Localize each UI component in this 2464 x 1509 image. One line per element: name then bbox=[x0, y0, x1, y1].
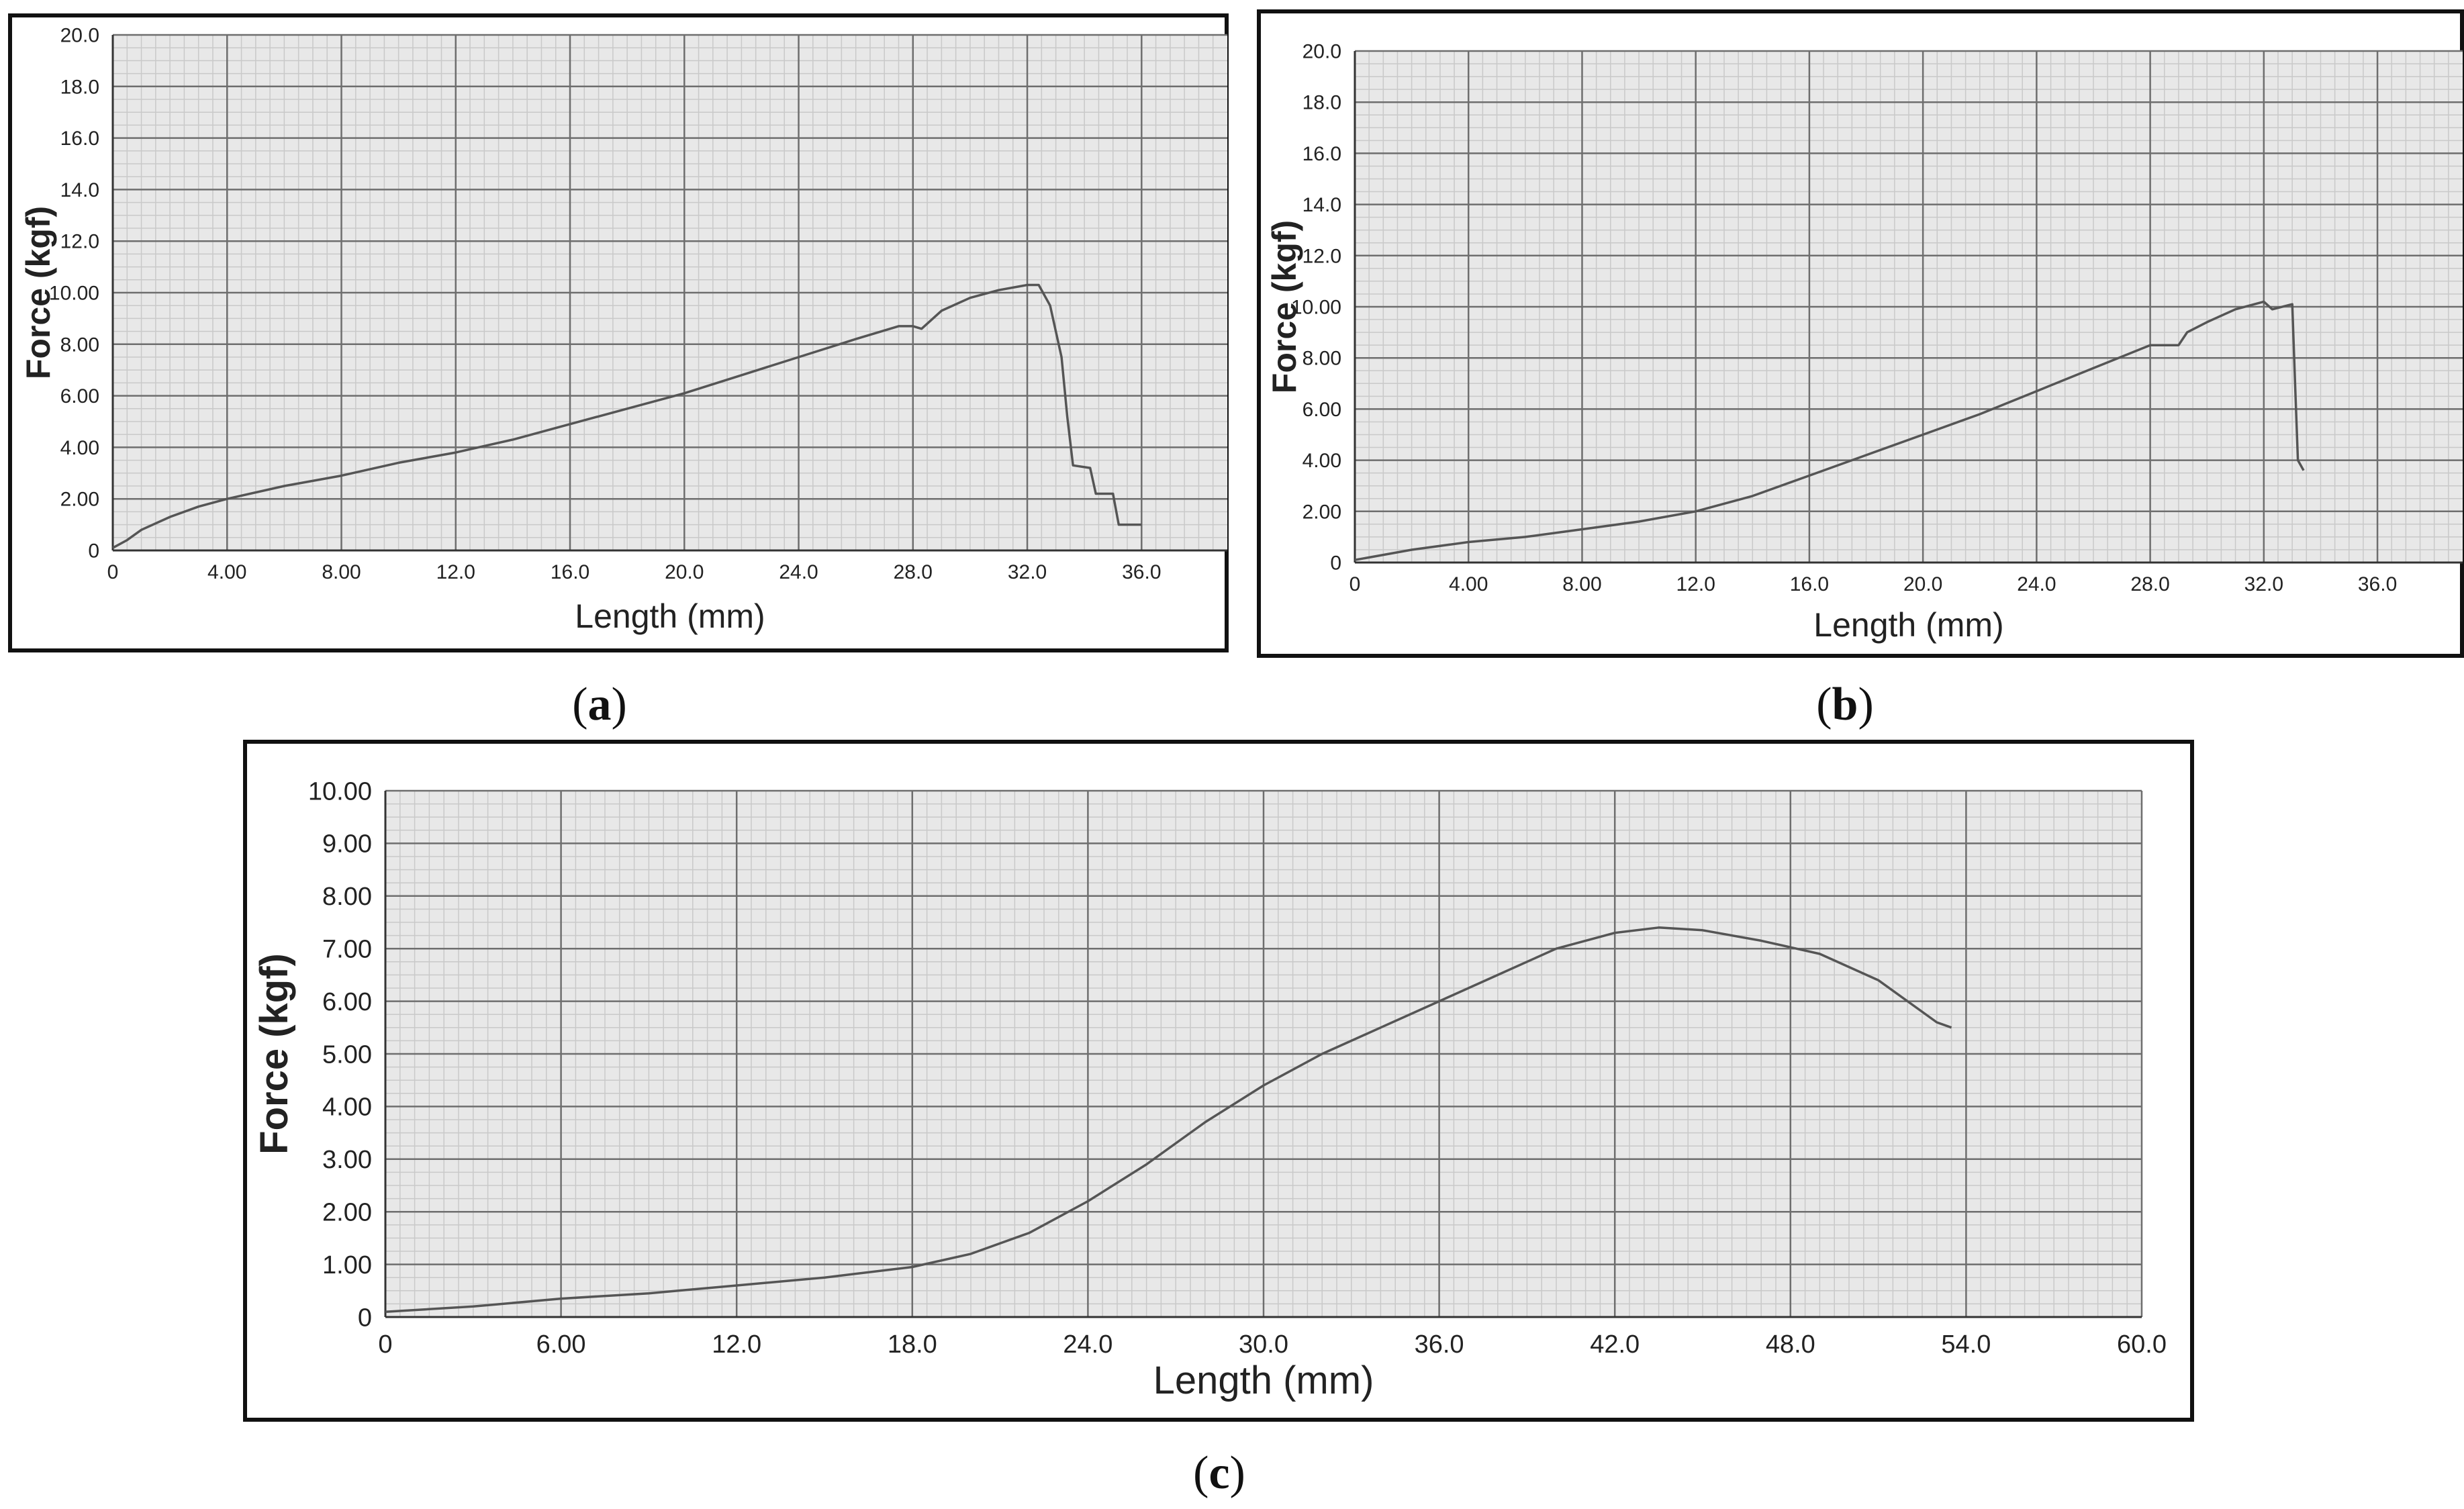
x-tick-label: 32.0 bbox=[2244, 573, 2283, 595]
caption-a: (a) bbox=[572, 679, 627, 730]
chart-group-c: 0 1.00 2.00 3.00 4.00 5.00 6.00 7.00 8.00 9.00 10.… bbox=[252, 777, 2167, 1402]
y-tick-label: 10.00 bbox=[1291, 297, 1341, 319]
y-tick-label: 8.00 bbox=[322, 883, 372, 911]
y-tick-label: 4.00 bbox=[1302, 450, 1341, 472]
x-tick-label: 8.00 bbox=[322, 561, 361, 583]
y-tick-label: 12.0 bbox=[60, 231, 99, 253]
x-axis-label: Length (mm) bbox=[1813, 606, 2003, 644]
y-tick-label: 16.0 bbox=[1302, 143, 1341, 165]
y-tick-label: 12.0 bbox=[1302, 245, 1341, 267]
x-tick-label: 12.0 bbox=[436, 561, 475, 583]
x-tick-label: 36.0 bbox=[2358, 573, 2397, 595]
x-axis-label: Length (mm) bbox=[575, 597, 765, 635]
x-tick-label: 8.00 bbox=[1562, 573, 1601, 595]
x-tick-label: 18.0 bbox=[888, 1330, 937, 1359]
x-tick-label: 30.0 bbox=[1239, 1330, 1288, 1359]
chart-group-a: 0 2.00 4.00 6.00 8.00 10.00 12.0 14.0 16.0 18.0 20… bbox=[19, 25, 1227, 635]
y-tick-label: 1.00 bbox=[322, 1251, 372, 1279]
x-tick-label: 0 bbox=[1349, 573, 1361, 595]
y-tick-label: 4.00 bbox=[322, 1093, 372, 1122]
y-tick-label: 18.0 bbox=[60, 76, 99, 98]
series-line-a bbox=[112, 283, 1142, 549]
x-tick-label: 28.0 bbox=[2130, 573, 2169, 595]
caption-c-letter: c bbox=[1209, 1447, 1230, 1499]
x-tick-label: 24.0 bbox=[779, 561, 818, 583]
x-tick-label: 0 bbox=[378, 1330, 392, 1359]
x-tick-label: 60.0 bbox=[2117, 1330, 2167, 1359]
chart-group-b: 0 2.00 4.00 6.00 8.00 10.00 12.0 14.0 16.0 18.0 20… bbox=[1266, 41, 2463, 644]
y-axis-label: Force (kgf) bbox=[19, 206, 57, 379]
x-tick-label: 36.0 bbox=[1415, 1330, 1464, 1359]
x-tick-label: 20.0 bbox=[1903, 573, 1942, 595]
y-tick-label: 3.00 bbox=[322, 1146, 372, 1174]
y-tick-label: 2.00 bbox=[322, 1199, 372, 1227]
y-tick-label: 18.0 bbox=[1302, 92, 1341, 114]
y-tick-label: 16.0 bbox=[60, 128, 99, 150]
y-tick-label: 6.00 bbox=[60, 385, 99, 407]
x-tick-label: 42.0 bbox=[1590, 1330, 1640, 1359]
x-axis-label: Length (mm) bbox=[1153, 1359, 1374, 1402]
caption-c: (c) bbox=[1193, 1447, 1245, 1499]
x-tick-label: 24.0 bbox=[1063, 1330, 1112, 1359]
y-tick-label: 14.0 bbox=[60, 179, 99, 201]
x-tick-label: 12.0 bbox=[1676, 573, 1715, 595]
series-line-c bbox=[385, 926, 1952, 1313]
y-tick-label: 2.00 bbox=[60, 489, 99, 511]
x-tick-label: 6.00 bbox=[536, 1330, 586, 1359]
x-tick-label: 20.0 bbox=[665, 561, 704, 583]
y-tick-label: 9.00 bbox=[322, 830, 372, 859]
x-tick-label: 48.0 bbox=[1766, 1330, 1815, 1359]
series-line-b bbox=[1354, 300, 2305, 561]
y-tick-label: 8.00 bbox=[1302, 348, 1341, 370]
y-tick-label: 7.00 bbox=[322, 936, 372, 964]
x-tick-label: 54.0 bbox=[1941, 1330, 1991, 1359]
x-tick-label: 0 bbox=[107, 561, 119, 583]
x-tick-label: 16.0 bbox=[1790, 573, 1829, 595]
y-tick-label: 10.00 bbox=[49, 283, 99, 305]
x-tick-label: 28.0 bbox=[894, 561, 933, 583]
y-tick-label: 10.00 bbox=[308, 777, 372, 806]
y-tick-label: 2.00 bbox=[1302, 501, 1341, 523]
x-tick-label: 36.0 bbox=[1122, 561, 1161, 583]
x-tick-label: 12.0 bbox=[712, 1330, 761, 1359]
caption-a-letter: a bbox=[587, 679, 612, 730]
x-tick-label: 16.0 bbox=[551, 561, 589, 583]
x-tick-label: 24.0 bbox=[2017, 573, 2056, 595]
y-tick-label: 4.00 bbox=[60, 437, 99, 459]
y-tick-label: 6.00 bbox=[322, 988, 372, 1016]
y-axis-label: Force (kgf) bbox=[1266, 220, 1303, 393]
y-axis-label: Force (kgf) bbox=[252, 953, 296, 1155]
y-tick-label: 14.0 bbox=[1302, 194, 1341, 216]
x-tick-label: 32.0 bbox=[1008, 561, 1047, 583]
y-tick-label: 8.00 bbox=[60, 334, 99, 356]
y-tick-label: 0 bbox=[1330, 552, 1341, 575]
x-tick-label: 4.00 bbox=[1449, 573, 1488, 595]
x-tick-label: 4.00 bbox=[207, 561, 246, 583]
y-tick-label: 20.0 bbox=[60, 25, 99, 47]
y-tick-label: 0 bbox=[88, 540, 99, 563]
caption-b-letter: b bbox=[1832, 679, 1858, 730]
y-tick-label: 0 bbox=[358, 1304, 372, 1332]
caption-b: (b) bbox=[1816, 679, 1874, 730]
y-tick-label: 20.0 bbox=[1302, 41, 1341, 63]
y-tick-label: 5.00 bbox=[322, 1040, 372, 1069]
y-tick-label: 6.00 bbox=[1302, 399, 1341, 421]
